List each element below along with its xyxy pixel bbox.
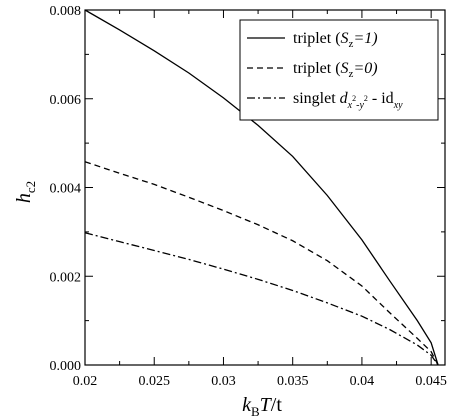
x-tick-label: 0.03 [211, 374, 236, 389]
plot-frame [84, 9, 446, 366]
series-lines [84, 9, 439, 366]
x-axis-title: kBT/t [242, 394, 282, 419]
x-tick-label: 0.025 [138, 374, 170, 389]
x-tick-label: 0.035 [277, 374, 309, 389]
x-tick-label: 0.02 [73, 374, 98, 389]
x-tick-label: 0.045 [415, 374, 447, 389]
y-tick-label: 0.004 [50, 182, 82, 197]
y-tick-label: 0.000 [50, 359, 82, 374]
legend: triplet (Sz=1) triplet (Sz=0) singlet dx… [239, 19, 439, 121]
y-tick-label: 0.006 [50, 93, 82, 108]
x-tick-label: 0.04 [350, 374, 375, 389]
series-line-singlet [84, 232, 439, 366]
tick-labels: 0.02 0.025 0.03 0.035 0.04 0.045 0.000 0.002 0.0… [50, 4, 447, 389]
legend-box [239, 19, 439, 121]
legend-entry-singlet: singlet dx2-y2 - idxy [293, 90, 403, 111]
y-axis-title: hc2 [13, 181, 38, 203]
y-tick-label: 0.008 [50, 4, 82, 19]
legend-entry-triplet-sz1: triplet (Sz=1) [293, 30, 378, 50]
series-line-triplet-sz1 [84, 9, 439, 366]
legend-entry-triplet-sz0: triplet (Sz=0) [293, 60, 378, 80]
series-line-triplet-sz0 [84, 161, 439, 366]
y-tick-label: 0.002 [50, 270, 82, 285]
